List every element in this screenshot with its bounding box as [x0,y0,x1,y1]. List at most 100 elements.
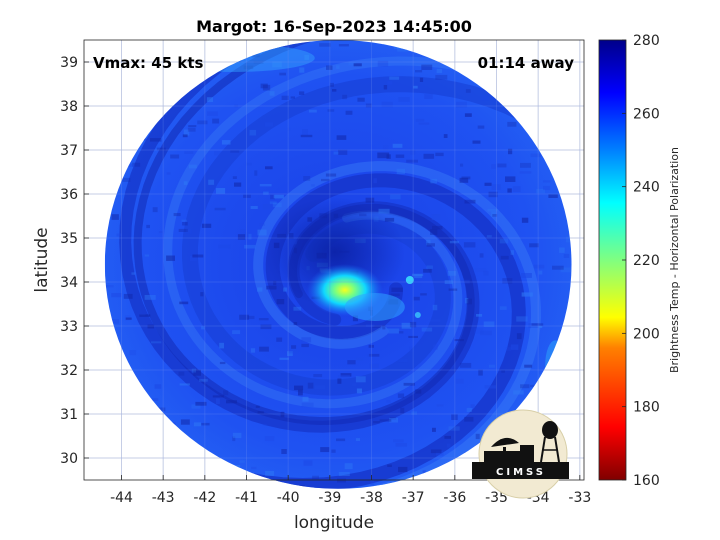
texture-cell [459,177,469,183]
texture-cell [293,306,302,311]
texture-cell [301,402,314,408]
texture-cell [152,207,158,213]
texture-cell [240,229,245,235]
texture-cell [260,324,272,330]
texture-cell [291,345,297,349]
texture-cell [487,208,499,212]
texture-cell [129,350,137,356]
texture-cell [415,118,425,122]
texture-cell [366,354,372,357]
texture-cell [520,162,531,168]
texture-cell [144,254,150,257]
y-tick-label: 32 [60,363,78,379]
texture-cell [230,150,240,153]
texture-cell [260,83,268,89]
y-tick-label: 30 [60,451,78,467]
texture-cell [418,122,430,125]
texture-cell [460,279,470,284]
texture-cell [286,45,294,50]
texture-cell [216,188,226,194]
texture-cell [183,129,190,136]
texture-cell [460,163,464,167]
texture-cell [432,225,443,230]
texture-cell [226,400,237,404]
colorbar-tick-label: 280 [633,33,660,49]
texture-cell [193,422,202,427]
texture-cell [395,154,405,158]
texture-cell [342,94,348,100]
texture-cell [409,346,415,352]
texture-cell [232,330,241,335]
x-tick-label: -33 [568,490,591,506]
texture-cell [180,419,190,425]
x-tick-label: -41 [235,490,258,506]
texture-cell [491,164,496,169]
texture-cell [499,238,509,244]
y-axis-label: latitude [32,227,52,292]
texture-cell [232,176,237,179]
colorbar-tick-label: 160 [633,473,660,489]
texture-cell [248,233,252,240]
texture-cell [387,81,393,85]
texture-cell [383,145,389,151]
colorbar: 160 180 200 220 240 260 280 Brightness Temp - … [598,33,681,489]
texture-cell [262,84,271,91]
texture-cell [379,419,392,422]
texture-cell [300,134,313,138]
texture-cell [347,360,356,365]
texture-cell [212,395,224,398]
texture-cell [257,287,263,292]
texture-cell [254,170,258,176]
texture-cell [413,296,420,301]
texture-cell [243,194,251,198]
texture-cell [240,486,244,489]
texture-cell [250,348,256,353]
texture-cell [258,318,269,321]
texture-cell [481,95,490,101]
texture-cell [423,153,435,159]
x-tick-label: -44 [110,490,133,506]
texture-cell [312,475,319,480]
texture-cell [412,232,417,238]
x-tick-label: -37 [402,490,425,506]
texture-cell [188,125,197,128]
texture-cell [449,240,459,244]
texture-cell [253,60,264,64]
texture-cell [293,322,298,326]
texture-cell [111,214,119,220]
texture-cell [106,285,114,288]
texture-cell [336,135,347,140]
texture-cell [214,150,221,156]
colorbar-ticks: 160 180 200 220 240 260 280 [622,33,660,489]
texture-cell [465,298,469,304]
texture-cell [424,94,433,99]
texture-cell [178,371,185,376]
texture-cell [470,404,475,408]
texture-cell [426,265,433,269]
texture-cell [216,398,220,405]
texture-cell [421,64,433,70]
texture-cell [331,449,336,453]
texture-cell [373,178,377,184]
texture-cell [299,485,305,488]
texture-cell [432,427,436,432]
texture-cell [111,293,122,298]
texture-cell [264,436,275,442]
texture-cell [408,335,418,338]
colorbar-tick-label: 260 [633,106,660,122]
texture-cell [521,292,533,297]
texture-cell [208,179,215,185]
texture-cell [158,231,163,234]
texture-cell [432,304,438,311]
texture-cell [464,416,474,422]
texture-cell [484,385,497,389]
texture-cell [146,224,150,229]
texture-cell [420,293,427,296]
texture-cell [188,164,197,169]
texture-cell [181,219,187,222]
texture-cell [520,384,530,389]
texture-cell [395,442,407,447]
x-tick-label: -42 [193,490,216,506]
texture-cell [265,166,273,170]
texture-cell [250,206,258,209]
